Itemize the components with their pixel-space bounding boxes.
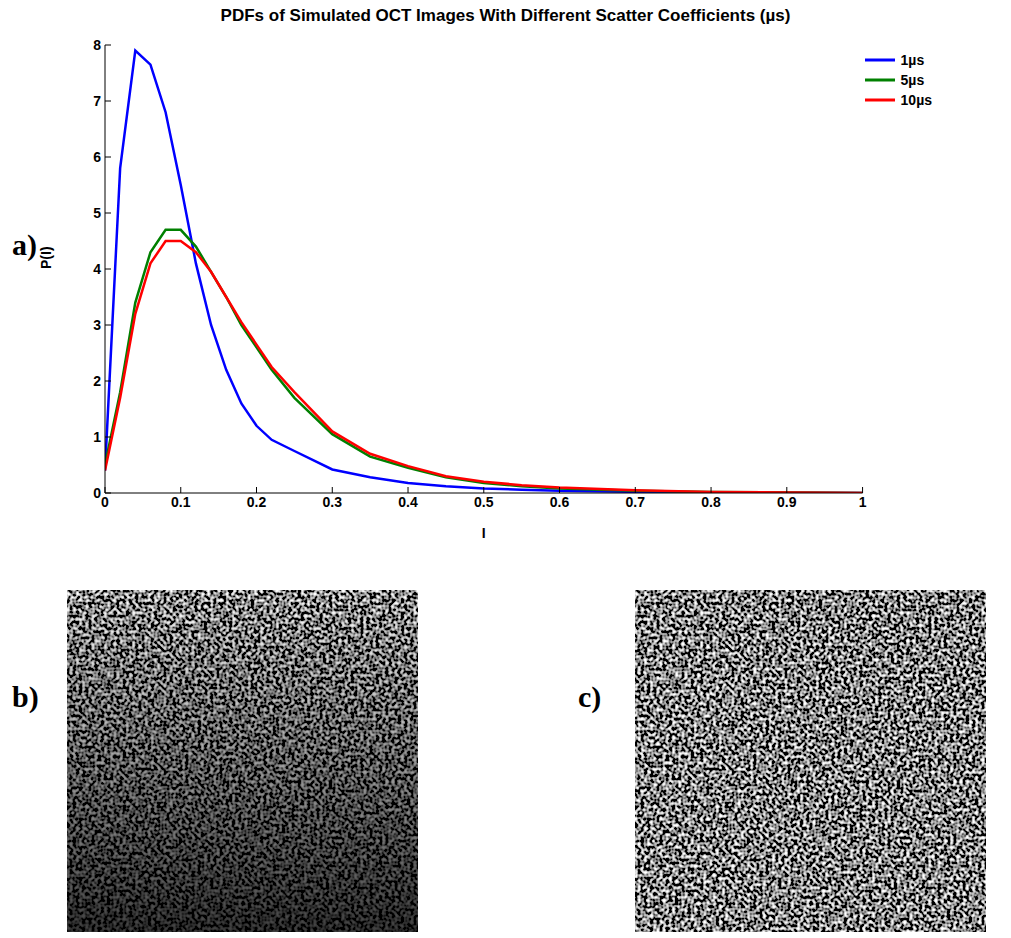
svg-text:1: 1 — [859, 494, 867, 510]
svg-text:P(I): P(I) — [38, 246, 54, 269]
html-text:b): b) — [12, 680, 39, 713]
svg-text:5: 5 — [93, 205, 101, 221]
svg-text:0.9: 0.9 — [777, 494, 797, 510]
svg-text:0.3: 0.3 — [323, 494, 343, 510]
svg-text:I: I — [482, 525, 486, 541]
html-text:c): c) — [578, 680, 602, 713]
html-text:5µs: 5µs — [900, 72, 925, 88]
svg-text:3: 3 — [93, 317, 101, 333]
svg-text:1: 1 — [93, 429, 101, 445]
svg-text:0.8: 0.8 — [701, 494, 721, 510]
svg-text:0.5: 0.5 — [474, 494, 494, 510]
svg-text:6: 6 — [93, 149, 101, 165]
svg-text:8: 8 — [93, 37, 101, 53]
svg-text:0: 0 — [101, 494, 109, 510]
svg-text:7: 7 — [93, 93, 101, 109]
html-text:a): a) — [12, 228, 37, 261]
svg-text:0: 0 — [93, 485, 101, 501]
svg-text:2: 2 — [93, 373, 101, 389]
html-text:1µs: 1µs — [900, 52, 925, 68]
html-text:PDFs of Simulated OCT Images W: PDFs of Simulated OCT Images With Differ… — [220, 6, 791, 25]
svg-text:0.1: 0.1 — [171, 494, 191, 510]
svg-text:0.6: 0.6 — [550, 494, 570, 510]
svg-text:0.7: 0.7 — [626, 494, 646, 510]
html-text:10µs: 10µs — [900, 92, 932, 108]
svg-text:0.2: 0.2 — [247, 494, 267, 510]
svg-text:4: 4 — [93, 261, 101, 277]
svg-text:0.4: 0.4 — [398, 494, 418, 510]
